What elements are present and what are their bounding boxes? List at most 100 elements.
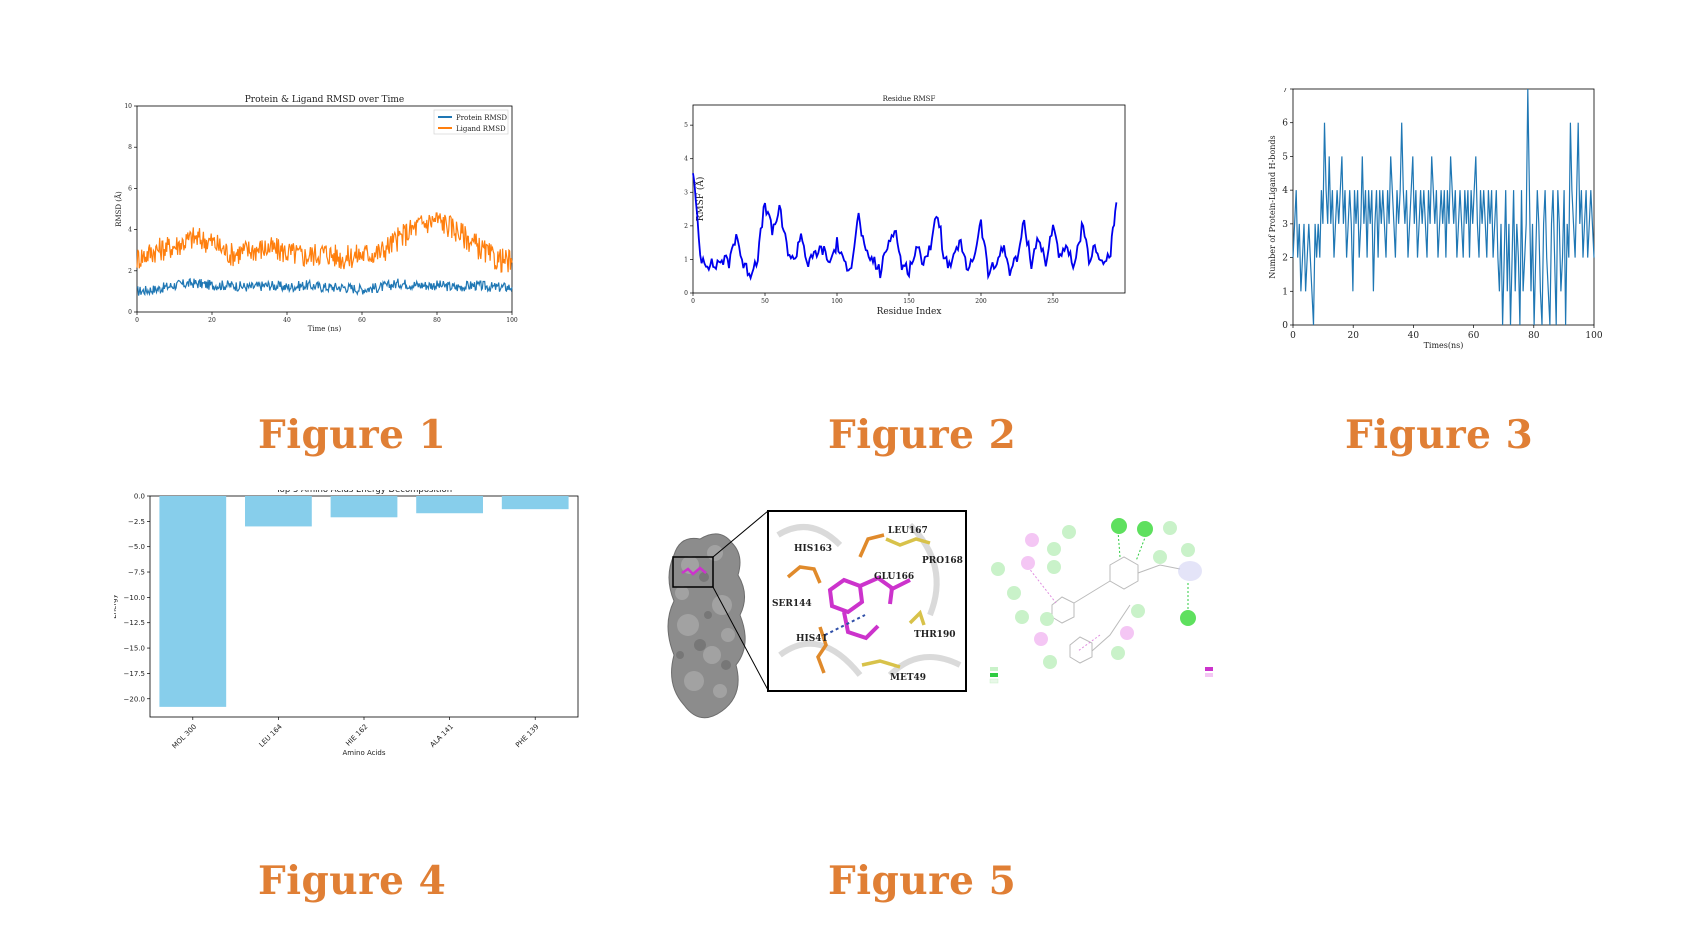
x-tick-label: 100 — [1585, 331, 1602, 341]
rmsf-chart-svg: Residue RMSF 0 50 100 150 200 250 0 1 2 3 4 5 Residue… — [684, 95, 1126, 317]
interaction-legend — [989, 667, 1213, 684]
y-tick-label: 5 — [684, 122, 688, 129]
x-tick-label: 40 — [283, 317, 291, 324]
x-tick-label: 80 — [433, 317, 441, 324]
y-tick-label: 0 — [128, 309, 132, 316]
x-tick-label: 0 — [135, 317, 139, 324]
y-tick-label: 4 — [128, 227, 132, 234]
series-line-main — [1292, 88, 1595, 326]
chart-title: Protein & Ligand RMSD over Time — [245, 95, 405, 105]
legend-entry: Protein RMSD — [456, 114, 507, 122]
y-axis-label: RMSD (Å) — [114, 191, 123, 227]
x-tick-label: 80 — [1528, 331, 1540, 341]
x-tick-label: ALA 141 — [429, 723, 455, 749]
x-tick-label: PHE 139 — [514, 723, 541, 750]
x-tick-label: 0 — [691, 298, 695, 305]
y-tick-label: 6 — [1282, 119, 1288, 129]
figure-3-caption: Figure 3 — [1345, 412, 1534, 458]
x-axis-label: Amino Acids — [342, 749, 385, 757]
interaction-diagram-2d — [989, 518, 1213, 684]
x-tick-label: 60 — [1468, 331, 1480, 341]
y-tick-label: −2.5 — [128, 518, 145, 526]
residue-label: THR190 — [914, 630, 955, 640]
residue-label: HIS163 — [794, 544, 832, 554]
series-line-main — [692, 173, 1118, 281]
x-axis-label: Time (ns) — [308, 325, 342, 333]
plot-frame — [1292, 88, 1595, 326]
x-axis-label: Times(ns) — [1424, 341, 1464, 350]
y-tick-label: 1 — [684, 256, 688, 263]
y-tick-label: 3 — [684, 189, 688, 196]
figure-2-caption: Figure 2 — [828, 412, 1017, 458]
x-tick-label: 60 — [358, 317, 366, 324]
ligand-sticks — [827, 575, 911, 641]
x-tick-label: 40 — [1408, 331, 1420, 341]
energy-chart-svg: Top 5 Amino Acids Energy Decomposition 0.… — [110, 485, 579, 757]
y-tick-label: 1 — [1282, 287, 1288, 297]
docking-illustration: LEU167 HIS163 PRO168 GLU166 SER144 THR19… — [667, 510, 1213, 719]
x-tick-label: 20 — [208, 317, 216, 324]
x-tick-label: MOL 300 — [171, 723, 199, 751]
figure-1-caption: Figure 1 — [258, 412, 447, 458]
series-line-protein-rmsd — [136, 277, 513, 297]
y-tick-label: −12.5 — [124, 619, 145, 627]
figure-3-hbonds-chart: 0 20 40 60 80 100 0 1 2 3 4 5 6 7 Times(ns) Number of P… — [1205, 85, 1605, 390]
bar — [159, 496, 227, 707]
residue-label: SER144 — [772, 599, 812, 609]
y-tick-label: 0 — [1282, 321, 1288, 331]
y-tick-label: 8 — [128, 144, 132, 151]
y-axis-label: Energy — [114, 594, 118, 619]
figure-4-energy-chart: Top 5 Amino Acids Energy Decomposition 0.… — [110, 485, 644, 800]
y-tick-label: −7.5 — [128, 569, 145, 577]
series-line-ligand-rmsd — [136, 212, 513, 273]
x-tick-label: LEU 164 — [258, 722, 285, 749]
figure-5-docking-images: LEU167 HIS163 PRO168 GLU166 SER144 THR19… — [660, 505, 1260, 755]
figure-2-rmsf-chart: Residue RMSF 0 50 100 150 200 250 0 1 2 3 4 5 Residue… — [655, 92, 1165, 350]
legend-entry: Ligand RMSD — [456, 125, 506, 133]
residue-label: PRO168 — [922, 556, 963, 566]
y-tick-label: 4 — [684, 156, 688, 163]
y-tick-label: −20.0 — [124, 695, 145, 703]
x-tick-label: 250 — [1047, 298, 1059, 305]
figure-5-caption: Figure 5 — [828, 858, 1017, 904]
x-tick-label: 0 — [1290, 331, 1296, 341]
chart-title: Top 5 Amino Acids Energy Decomposition — [275, 490, 452, 495]
x-tick-label: 100 — [831, 298, 843, 305]
bar — [245, 496, 312, 527]
y-tick-label: −15.0 — [124, 645, 145, 653]
y-tick-label: 0 — [684, 290, 688, 297]
protein-surface-image — [667, 510, 769, 719]
y-tick-label: −10.0 — [124, 594, 145, 602]
y-tick-label: 2 — [128, 268, 132, 275]
x-tick-label: HIE 162 — [344, 723, 369, 748]
residue-label: HIS41 — [796, 634, 828, 644]
x-tick-label: 100 — [506, 317, 518, 324]
y-tick-label: 6 — [128, 185, 132, 192]
x-tick-label: 50 — [761, 298, 769, 305]
x-axis-label: Residue Index — [877, 307, 942, 317]
plot-frame — [136, 105, 513, 313]
y-tick-label: 2 — [684, 223, 688, 230]
figure-1-rmsd-chart: Protein & Ligand RMSD over Time 0 20 40 60 80… — [114, 90, 574, 350]
x-tick-label: 20 — [1347, 331, 1359, 341]
y-tick-label: −5.0 — [128, 543, 145, 551]
y-tick-label: −17.5 — [124, 670, 145, 678]
x-tick-label: 150 — [903, 298, 915, 305]
bar — [501, 496, 569, 510]
y-tick-label: 7 — [1282, 88, 1288, 95]
y-tick-label: 4 — [1282, 186, 1288, 196]
y-tick-label: 10 — [124, 103, 132, 110]
y-tick-label: 2 — [1282, 254, 1288, 264]
y-tick-label: 3 — [1282, 220, 1288, 230]
figure-4-caption: Figure 4 — [258, 858, 447, 904]
residue-label: GLU166 — [874, 572, 914, 582]
y-axis-label: Number of Protein-Ligand H-bonds — [1268, 135, 1277, 278]
y-tick-label: 5 — [1282, 152, 1288, 162]
binding-pocket-image: LEU167 HIS163 PRO168 GLU166 SER144 THR19… — [767, 510, 967, 692]
residue-label: MET49 — [890, 673, 926, 683]
residue-label: LEU167 — [888, 526, 928, 536]
hbonds-chart-svg: 0 20 40 60 80 100 0 1 2 3 4 5 6 7 Times(ns) Number of P… — [1268, 85, 1603, 350]
plot-frame — [692, 104, 1126, 294]
y-tick-label: 0.0 — [134, 493, 145, 501]
